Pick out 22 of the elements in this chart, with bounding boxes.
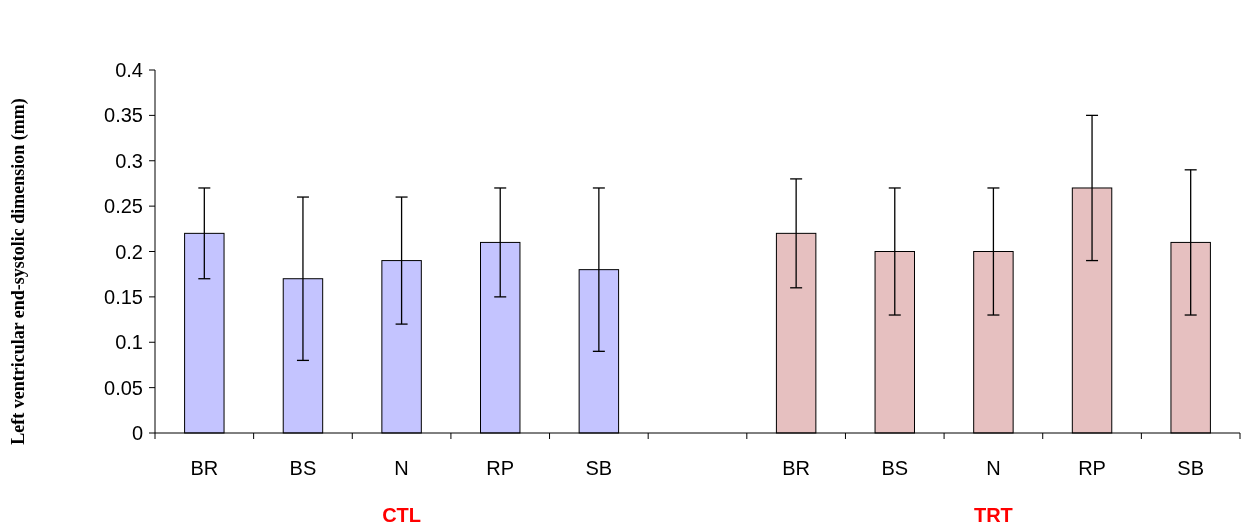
y-tick-label: 0.1 (115, 331, 143, 354)
y-tick-label: 0.35 (104, 104, 143, 127)
x-tick-label: BR (190, 457, 219, 479)
x-tick-label: SB (1177, 457, 1205, 479)
x-tick-label: BS (289, 457, 317, 479)
x-tick-label: SB (585, 457, 613, 479)
text: CTL (382, 504, 422, 526)
y-tick-label: 0.15 (104, 285, 143, 308)
text: TRT (973, 504, 1013, 526)
x-tick-label: BS (881, 457, 909, 479)
y-tick-label: 0.25 (104, 195, 143, 218)
y-tick-label: 0.2 (115, 240, 143, 263)
x-tick-label: RP (1078, 457, 1106, 479)
x-tick-label: RP (486, 457, 515, 479)
y-tick-label: 0.05 (104, 376, 143, 399)
y-axis-title: Left ventricular end-systolic dimension (mm) (8, 98, 29, 445)
x-tick-label: BR (782, 457, 811, 479)
y-tick-label: 0.3 (115, 149, 143, 172)
y-tick-label: 0 (131, 422, 143, 444)
y-tick-label: 0.4 (115, 59, 143, 81)
x-tick-label: N (986, 457, 1001, 479)
x-tick-label: N (394, 457, 409, 479)
